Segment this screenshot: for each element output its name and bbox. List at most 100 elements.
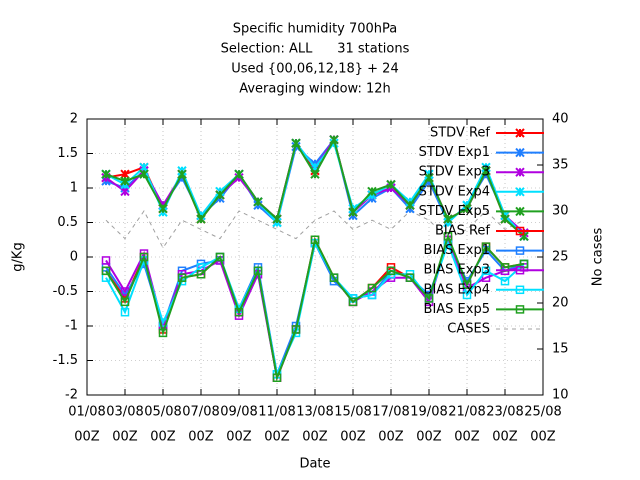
point <box>120 186 130 197</box>
point <box>310 169 320 179</box>
point <box>253 266 263 276</box>
y-tick-label: -2 <box>65 388 78 403</box>
x-tick-label: 05/08 <box>144 405 181 420</box>
x-tick-label: 00Z <box>112 430 138 445</box>
x-tick-label: 17/08 <box>372 405 409 420</box>
legend-item: BIAS Exp4 <box>424 282 544 297</box>
point <box>405 200 415 210</box>
y2-tick-label: 40 <box>552 112 569 127</box>
x-tick-label: 00Z <box>188 430 214 445</box>
point <box>481 242 491 251</box>
y2-axis-label: No cases <box>591 228 606 287</box>
legend-item: BIAS Exp5 <box>424 302 544 317</box>
legend-label: BIAS Exp5 <box>424 302 490 317</box>
point <box>310 235 320 244</box>
x-tick-label: 00Z <box>416 430 442 445</box>
legend-label: BIAS Exp4 <box>424 282 490 297</box>
x-tick-label: 01/08 <box>68 405 105 420</box>
legend-marker <box>515 246 525 255</box>
legend-label: BIAS Exp1 <box>424 243 490 258</box>
point <box>215 252 225 262</box>
point <box>386 266 396 276</box>
point <box>291 325 301 334</box>
point <box>272 214 282 224</box>
point <box>196 270 206 279</box>
point <box>291 138 301 148</box>
x-tick-label: 25/08 <box>524 405 561 420</box>
y-tick-label: -1.5 <box>53 353 78 368</box>
legend-label: CASES <box>447 322 490 337</box>
point <box>462 290 472 300</box>
y-tick-label: -0.5 <box>53 284 78 299</box>
legend-label: STDV Exp5 <box>419 204 490 219</box>
x-tick-label: 15/08 <box>334 405 371 420</box>
title: Specific humidity 700hPa Selection: ALL … <box>221 22 410 97</box>
legend-marker <box>515 206 525 217</box>
title-line: Averaging window: 12h <box>239 82 391 97</box>
point <box>101 169 111 179</box>
plot-frame <box>86 118 544 396</box>
series-line <box>105 210 525 249</box>
legend-marker <box>515 147 525 158</box>
y-tick-label: -1 <box>65 319 78 334</box>
x-tick-label: 00Z <box>378 430 404 445</box>
point <box>139 162 149 173</box>
point <box>500 276 510 286</box>
legend-marker <box>515 187 525 197</box>
legend-label: STDV Exp1 <box>419 145 490 160</box>
x-tick-label: 00Z <box>226 430 252 445</box>
legend-item: BIAS Exp1 <box>424 243 544 258</box>
y-tick-label: 0 <box>70 250 78 265</box>
legend-marker <box>515 265 525 275</box>
x-tick-label: 00Z <box>454 430 480 445</box>
x-tick-label: 00Z <box>74 430 100 445</box>
point <box>443 232 453 241</box>
series <box>101 134 529 242</box>
point <box>120 169 130 179</box>
point <box>139 252 149 262</box>
legend-label: STDV Ref <box>430 126 490 141</box>
title-line: Used {00,06,12,18} + 24 <box>231 62 398 77</box>
x-tick-label: 00Z <box>150 430 176 445</box>
point <box>101 266 111 276</box>
series <box>101 232 529 382</box>
point <box>500 214 510 224</box>
point <box>462 203 472 214</box>
legend-label: BIAS Exp3 <box>424 263 490 278</box>
legend-marker <box>515 285 525 295</box>
y2-tick-label: 35 <box>552 158 569 173</box>
point <box>462 280 472 289</box>
point <box>348 207 358 217</box>
point <box>158 328 168 338</box>
point <box>386 179 396 190</box>
x-tick-label: 21/08 <box>448 405 485 420</box>
point <box>234 307 244 317</box>
legend-marker <box>515 226 525 236</box>
point <box>367 283 377 293</box>
legend-label: BIAS Ref <box>435 224 490 239</box>
point <box>215 190 225 200</box>
legend-item: STDV Exp3 <box>419 165 544 180</box>
x-tick-label: 07/08 <box>182 405 219 420</box>
legend-marker <box>515 128 525 138</box>
y-tick-label: 1.5 <box>57 146 78 161</box>
legend-item: STDV Ref <box>430 126 544 141</box>
x-tick-label: 00Z <box>530 430 556 445</box>
x-tick-label: 09/08 <box>220 405 257 420</box>
y2-tick-label: 25 <box>552 250 569 265</box>
x-tick-label: 00Z <box>340 430 366 445</box>
x-axis-label: Date <box>299 457 330 472</box>
x-tick-label: 19/08 <box>410 405 447 420</box>
point <box>158 203 168 214</box>
point <box>120 307 130 317</box>
point <box>272 373 282 382</box>
title-line: Selection: ALL 31 stations <box>221 42 410 57</box>
x-tick-label: 00Z <box>264 430 290 445</box>
point <box>443 214 453 224</box>
point <box>139 169 149 179</box>
y-tick-label: 1 <box>70 181 78 196</box>
x-tick-label: 13/08 <box>296 405 333 420</box>
point <box>329 273 339 282</box>
legend-label: STDV Exp3 <box>419 165 490 180</box>
legend-marker <box>515 305 525 314</box>
